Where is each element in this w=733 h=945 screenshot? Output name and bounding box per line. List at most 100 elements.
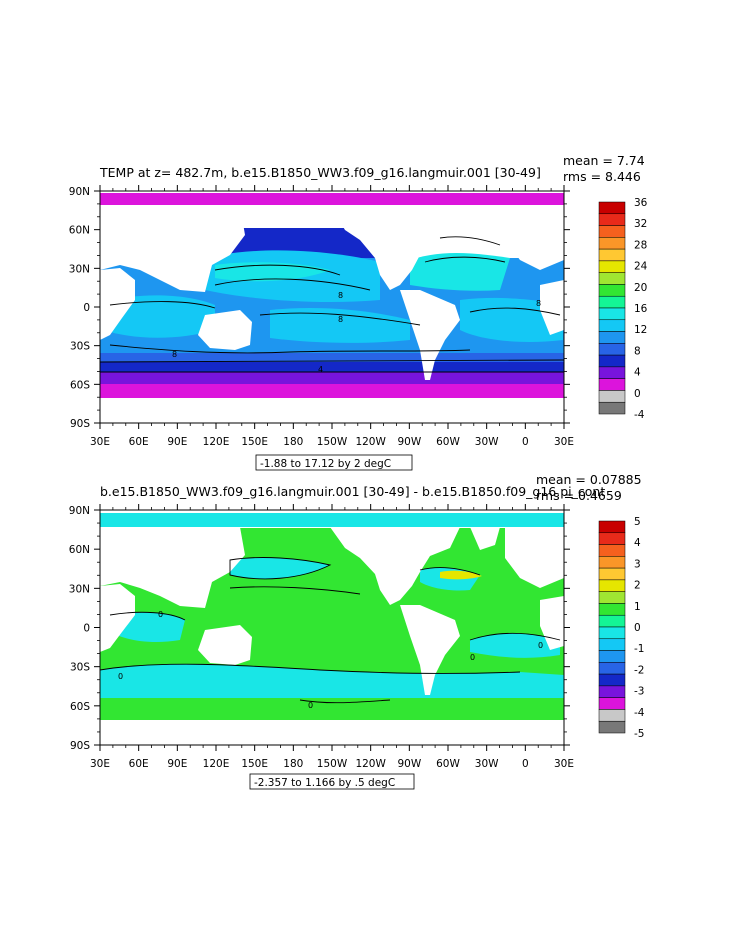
contour-label: 0 xyxy=(118,672,123,681)
bottom-title: b.e15.B1850_WW3.f09_g16.langmuir.001 [30… xyxy=(100,484,605,499)
colorbar-swatch xyxy=(598,343,626,356)
colorbar-swatch xyxy=(598,201,626,215)
colorbar-swatch xyxy=(598,225,626,238)
bottom-rms: rms = 0.4659 xyxy=(536,488,622,503)
colorbar-label: 16 xyxy=(634,303,648,315)
colorbar-label: 1 xyxy=(634,601,641,613)
top-map: 8 8 8 4 8 xyxy=(100,193,564,423)
x-tick-label: 120E xyxy=(203,758,230,770)
bottom-x-axis: 30E 60E 90E 120E 150E 180 150W 120W 90W 60W 30W 0 30… xyxy=(90,504,574,770)
y-tick-label: 30N xyxy=(69,583,90,595)
land-north-america xyxy=(330,527,460,605)
colorbar-label: 24 xyxy=(634,261,648,273)
diff-negative-south-atlantic xyxy=(470,633,560,658)
y-tick-label: 90N xyxy=(69,186,90,198)
colorbar-label: 0 xyxy=(634,388,641,400)
land-europe xyxy=(505,205,564,270)
x-tick-label: 150E xyxy=(241,436,268,448)
top-x-axis: 30E 60E 90E 120E 150E 180 150W 120W 90W 60W 30W 0 30… xyxy=(90,185,574,448)
bottom-colorbar: 5 4 3 2 1 0 -1 -2 -3 -4 -5 xyxy=(598,516,645,740)
land-antarctica xyxy=(100,398,564,423)
bottom-map: 0 0 0 0 0 xyxy=(100,513,564,745)
colorbar-swatch xyxy=(598,378,626,391)
colorbar-swatch xyxy=(598,591,626,604)
colorbar-swatch xyxy=(598,284,626,297)
colorbar-swatch xyxy=(598,650,626,663)
colorbar-label: 5 xyxy=(634,516,641,528)
colorbar-swatch xyxy=(598,544,626,557)
x-tick-label: 0 xyxy=(522,436,529,448)
ocean-band-polar-north xyxy=(100,193,564,205)
y-tick-label: 60S xyxy=(70,379,90,391)
top-range-text: -1.88 to 17.12 by 2 degC xyxy=(260,458,391,470)
contour-label: 8 xyxy=(536,299,541,308)
colorbar-label: -1 xyxy=(634,643,644,655)
land-south-america xyxy=(400,605,460,695)
colorbar-swatch xyxy=(598,697,626,710)
ocean-band-southern-4 xyxy=(100,384,564,398)
contour-label: 4 xyxy=(318,365,323,374)
colorbar-label: -4 xyxy=(634,409,645,421)
diff-negative-southern xyxy=(100,664,564,700)
x-tick-label: 90W xyxy=(397,758,421,770)
x-tick-label: 30E xyxy=(90,758,110,770)
x-tick-label: 30E xyxy=(554,436,574,448)
diff-arctic-band xyxy=(100,513,564,527)
contour-label: 0 xyxy=(158,610,163,619)
colorbar-swatch xyxy=(598,401,626,415)
colorbar-label: -4 xyxy=(634,707,645,719)
land-asia xyxy=(100,527,245,608)
land-africa-east xyxy=(540,280,564,335)
colorbar-swatch xyxy=(598,556,626,569)
x-tick-label: 60W xyxy=(436,758,460,770)
land-greenland xyxy=(470,527,500,550)
ocean-band-southern-2 xyxy=(100,362,564,372)
colorbar-swatch xyxy=(598,390,626,403)
bottom-land xyxy=(100,527,564,745)
y-tick-label: 30N xyxy=(69,263,90,275)
x-tick-label: 150W xyxy=(317,436,348,448)
x-tick-label: 0 xyxy=(522,758,529,770)
contour-label: 8 xyxy=(338,291,343,300)
warm-north-atlantic xyxy=(410,253,510,291)
colorbar-label: 2 xyxy=(634,580,641,592)
bottom-contour-labels: 0 0 0 0 0 xyxy=(118,610,543,710)
ocean-band-southern-3 xyxy=(100,372,564,384)
contour-label: 0 xyxy=(538,641,543,650)
colorbar-swatch xyxy=(598,295,626,309)
x-tick-label: 150E xyxy=(241,758,268,770)
land-asia xyxy=(100,205,245,292)
y-tick-label: 60N xyxy=(69,225,90,237)
colorbar-label: 12 xyxy=(634,324,647,336)
land-australia xyxy=(198,625,252,665)
colorbar-swatch xyxy=(598,520,626,534)
colorbar-label: -2 xyxy=(634,664,644,676)
x-tick-label: 90W xyxy=(397,436,421,448)
colorbar-label: 20 xyxy=(634,282,647,294)
x-tick-label: 90E xyxy=(167,758,187,770)
bottom-y-axis: 90N 60N 30N 0 30S 60S 90S xyxy=(69,505,570,752)
colorbar-swatch xyxy=(598,354,626,368)
ocean-band-southern-1 xyxy=(100,353,564,362)
contour-label: 0 xyxy=(308,701,313,710)
contour-label: 0 xyxy=(470,653,475,662)
colorbar-label: 4 xyxy=(634,367,641,379)
top-title: TEMP at z= 482.7m, b.e15.B1850_WW3.f09_g… xyxy=(99,165,541,180)
top-y-axis: 90N 60N 30N 0 30S 60S 90S xyxy=(69,186,570,430)
x-tick-label: 120E xyxy=(203,436,230,448)
x-tick-label: 120W xyxy=(355,436,386,448)
warm-south-pacific xyxy=(270,308,410,343)
y-tick-label: 0 xyxy=(83,302,90,314)
land-antarctica xyxy=(100,720,564,745)
colorbar-swatch xyxy=(598,272,626,285)
land-north-america xyxy=(330,205,460,290)
land-australia xyxy=(198,310,252,350)
colorbar-label: 32 xyxy=(634,218,647,230)
x-tick-label: 60W xyxy=(436,436,460,448)
x-tick-label: 60E xyxy=(129,436,149,448)
colorbar-swatch xyxy=(598,213,626,226)
y-tick-label: 30S xyxy=(70,662,90,674)
top-contours xyxy=(100,236,564,373)
colorbar-swatch xyxy=(598,662,626,675)
y-tick-label: 60N xyxy=(69,544,90,556)
